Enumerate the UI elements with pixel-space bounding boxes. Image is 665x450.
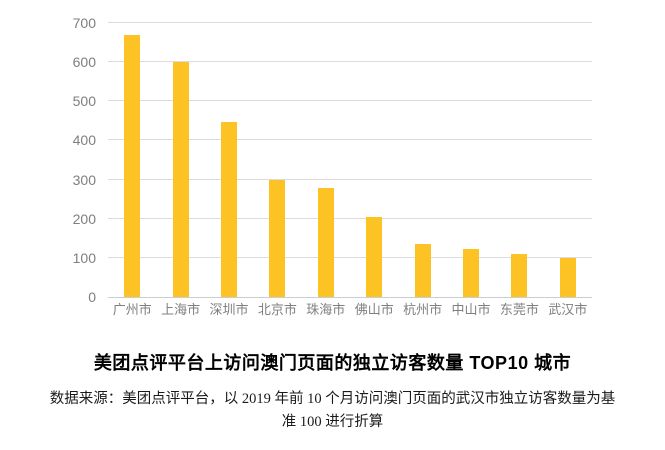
gridline-700 xyxy=(108,22,592,23)
x-tick-label-北京市: 北京市 xyxy=(257,302,297,317)
y-tick-label-500: 500 xyxy=(72,93,96,110)
y-tick-label-0: 0 xyxy=(88,289,96,305)
x-axis: 广州市 上海市 深圳市 北京市 珠海市 佛山市 杭州市 中山市 东莞市 武汉市 xyxy=(108,302,592,320)
x-tick-label-广州市: 广州市 xyxy=(112,302,152,317)
plot-area xyxy=(108,22,592,298)
bar-杭州市 xyxy=(414,244,431,297)
bar-深圳市 xyxy=(221,121,237,297)
y-tick-label-700: 700 xyxy=(72,15,96,31)
y-axis: 0 100 200 300 400 500 600 700 xyxy=(0,16,96,304)
gridline-600 xyxy=(108,61,592,63)
chart-title: 美团点评平台上访问澳门页面的独立访客数量 TOP10 城市 xyxy=(93,353,572,373)
x-tick-label-上海市: 上海市 xyxy=(161,302,201,317)
x-tick-label-深圳市: 深圳市 xyxy=(209,302,249,317)
x-tick-label-杭州市: 杭州市 xyxy=(403,302,443,317)
x-tick-label-武汉市: 武汉市 xyxy=(548,302,588,317)
bar-佛山市 xyxy=(366,216,383,297)
y-tick-label-600: 600 xyxy=(72,54,96,71)
bar-北京市 xyxy=(269,180,286,297)
y-tick-label-200: 200 xyxy=(72,210,96,227)
gridline-200 xyxy=(108,217,592,219)
gridline-500 xyxy=(108,100,592,102)
y-tick-label-100: 100 xyxy=(72,249,96,266)
source-note-line-1: 数据来源：美团点评平台，以 2019 年前 10 个月访问澳门页面的武汉市独立访… xyxy=(49,391,616,407)
x-tick-label-珠海市: 珠海市 xyxy=(306,302,346,317)
y-tick-label-300: 300 xyxy=(72,171,96,188)
source-note-line-2: 准 100 进行折算 xyxy=(281,414,384,430)
bar-珠海市 xyxy=(317,188,334,297)
x-tick-label-佛山市: 佛山市 xyxy=(354,302,394,317)
gridline-100 xyxy=(108,256,592,258)
bar-上海市 xyxy=(172,62,189,297)
bar-东莞市 xyxy=(511,253,528,297)
x-tick-label-东莞市: 东莞市 xyxy=(499,302,539,317)
bar-中山市 xyxy=(463,249,479,297)
gridline-400 xyxy=(108,139,592,141)
y-tick-label-400: 400 xyxy=(72,132,96,149)
x-tick-label-中山市: 中山市 xyxy=(451,302,491,317)
bar-广州市 xyxy=(124,34,141,297)
x-axis-baseline xyxy=(108,297,592,298)
bar-武汉市 xyxy=(559,257,576,297)
gridline-300 xyxy=(108,178,592,180)
source-note: 数据来源：美团点评平台，以 2019 年前 10 个月访问澳门页面的武汉市独立访… xyxy=(10,388,655,434)
